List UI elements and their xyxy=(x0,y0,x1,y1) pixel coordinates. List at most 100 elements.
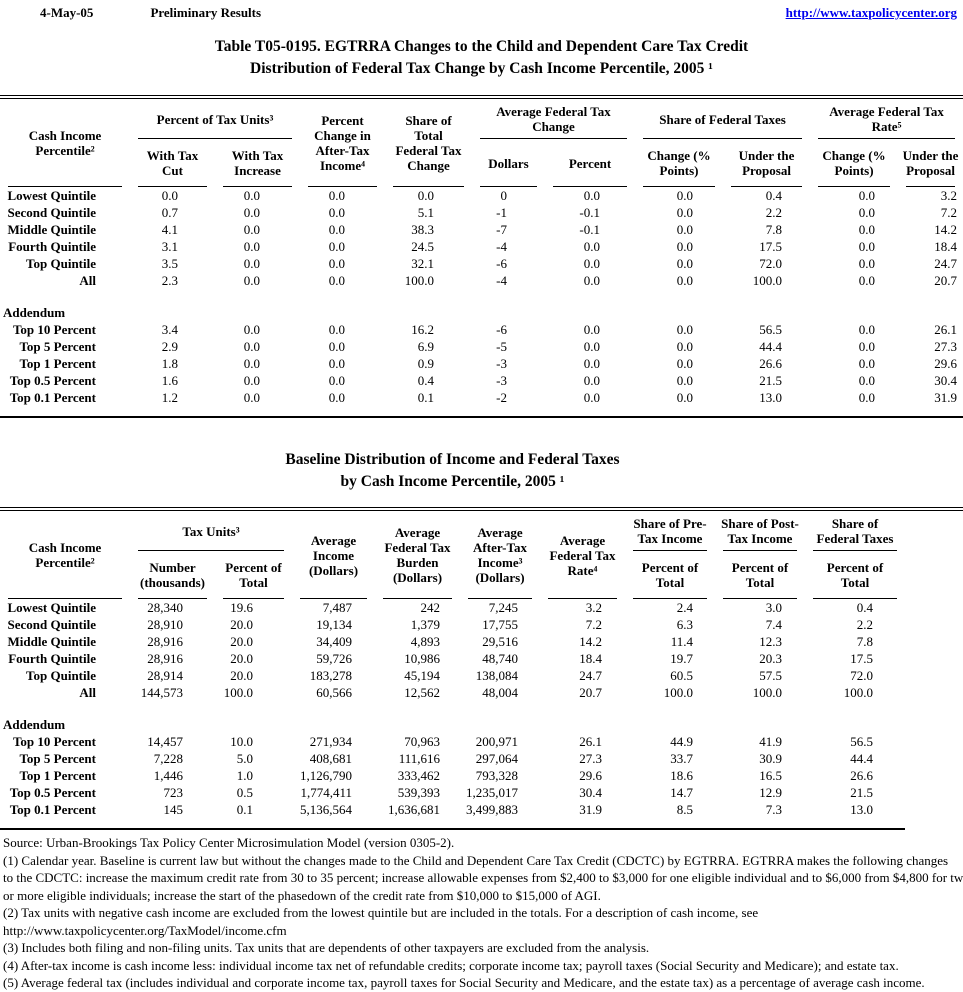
cell: 3.1 xyxy=(161,238,178,254)
cell: 242 xyxy=(420,599,441,615)
cell: 0.0 xyxy=(328,221,345,237)
baseline-table: Cash Income Percentile² Tax Units³ Avera… xyxy=(0,511,905,830)
header-group-tax-units: Tax Units³ xyxy=(130,511,292,551)
cell: 1,379 xyxy=(410,616,440,632)
header-group-share-post-tax-income: Share of Post- Tax Income xyxy=(715,511,805,551)
cell: 29.6 xyxy=(934,355,958,371)
addendum-label: Addendum xyxy=(3,716,66,732)
taxpolicycenter-link[interactable]: http://www.taxpolicycenter.org xyxy=(785,5,957,20)
cell: 24.7 xyxy=(579,667,602,683)
row-label: Top 1 Percent xyxy=(19,767,96,783)
footnotes: Source: Urban-Brookings Tax Policy Cente… xyxy=(0,834,963,992)
cell: 0.0 xyxy=(243,221,260,237)
cell: 0.0 xyxy=(583,372,601,388)
cell: 0.0 xyxy=(676,338,694,354)
header-rate-change-points: Change (% Points) xyxy=(810,139,898,187)
table-row: Top 1 Percent 1.8 0.0 0.0 0.9 -3 0.0 0.0… xyxy=(0,355,963,372)
cell: 17.5 xyxy=(850,650,873,666)
cell: 0.0 xyxy=(583,355,601,371)
cell: 3,499,883 xyxy=(466,801,518,817)
cell: 0.0 xyxy=(583,338,601,354)
cell: -2 xyxy=(496,389,507,405)
cell: 0.0 xyxy=(676,204,694,220)
cell: 48,004 xyxy=(482,684,518,700)
table-bottom-padding xyxy=(0,406,963,417)
cell: 145 xyxy=(163,801,184,817)
tax-change-table-addendum-header: Addendum xyxy=(0,289,963,321)
cell: 0.0 xyxy=(328,338,345,354)
page-header: 4-May-05 Preliminary Results http://www.… xyxy=(0,0,963,21)
table-row: Top 5 Percent 7,228 5.0 408,681 111,616 … xyxy=(0,750,905,767)
row-label: Middle Quintile xyxy=(7,221,96,237)
header-average-federal-tax-rate: Average Federal Tax Rate⁴ xyxy=(540,511,625,599)
row-label: Top 0.5 Percent xyxy=(9,372,96,388)
cell: 723 xyxy=(163,784,184,800)
table-row: Fourth Quintile 28,916 20.0 59,726 10,98… xyxy=(0,650,905,667)
cell: 0.0 xyxy=(328,187,345,203)
addendum-label: Addendum xyxy=(3,304,66,320)
cell: 13.0 xyxy=(759,389,783,405)
table-row: Top 0.1 Percent 145 0.1 5,136,564 1,636,… xyxy=(0,801,905,818)
table1-title-line1: Table T05-0195. EGTRRA Changes to the Ch… xyxy=(214,38,749,55)
footnote-2-url: http://www.taxpolicycenter.org/TaxModel/… xyxy=(3,922,287,938)
cell: 0.0 xyxy=(676,389,694,405)
cell: 26.6 xyxy=(759,355,783,371)
row-label: Top 1 Percent xyxy=(19,355,96,371)
tax-change-table-main-rows: Lowest Quintile 0.0 0.0 0.0 0.0 0 0.0 0.… xyxy=(0,187,963,289)
cell: 5,136,564 xyxy=(300,801,352,817)
cell: 17.5 xyxy=(759,238,783,254)
cell: 0.0 xyxy=(243,321,260,337)
cell: 0.0 xyxy=(243,238,260,254)
header-cash-income-percentile: Cash Income Percentile² xyxy=(0,97,130,187)
cell: 0.0 xyxy=(676,221,694,237)
table-row: Top 0.1 Percent 1.2 0.0 0.0 0.1 -2 0.0 0… xyxy=(0,389,963,406)
source-note: Source: Urban-Brookings Tax Policy Cente… xyxy=(3,835,455,850)
table-row: Second Quintile 0.7 0.0 0.0 5.1 -1 -0.1 … xyxy=(0,204,963,221)
cell: 0.0 xyxy=(243,372,260,388)
cell: 144,573 xyxy=(140,684,183,700)
cell: 1.6 xyxy=(161,372,178,388)
cell: 0.0 xyxy=(858,204,876,220)
cell: 0.0 xyxy=(676,355,694,371)
footnote-1-continued-2: or more eligible individuals; increase t… xyxy=(3,887,601,903)
table-row: Top 1 Percent 1,446 1.0 1,126,790 333,46… xyxy=(0,767,905,784)
cell: 0.0 xyxy=(243,338,260,354)
cell: 57.5 xyxy=(759,667,782,683)
table2-title: Baseline Distribution of Income and Fede… xyxy=(0,449,905,493)
cell: 0.7 xyxy=(161,204,178,220)
cell: 0.0 xyxy=(858,372,876,388)
cell: 0.0 xyxy=(243,272,260,288)
table2-title-line1: Baseline Distribution of Income and Fede… xyxy=(285,451,620,468)
cell: 7.8 xyxy=(765,221,783,237)
table-row: Top 0.5 Percent 723 0.5 1,774,411 539,39… xyxy=(0,784,905,801)
cell: 14.2 xyxy=(934,221,958,237)
cell: 11.4 xyxy=(670,633,693,649)
cell: 6.9 xyxy=(417,338,434,354)
cell: 0 xyxy=(500,187,508,203)
cell: 3.4 xyxy=(161,321,178,337)
footnote-4: (4) After-tax income is cash income less… xyxy=(3,957,899,973)
table-row: Lowest Quintile 0.0 0.0 0.0 0.0 0 0.0 0.… xyxy=(0,187,963,204)
cell: 2.2 xyxy=(765,204,783,220)
cell: 24.5 xyxy=(411,238,434,254)
cell: 2.3 xyxy=(161,272,178,288)
header-with-tax-cut: With Tax Cut xyxy=(130,139,215,187)
cell: 48,740 xyxy=(482,650,518,666)
cell: -4 xyxy=(496,238,507,254)
cell: 7.4 xyxy=(765,616,782,632)
cell: 138,084 xyxy=(475,667,518,683)
cell: -4 xyxy=(496,272,507,288)
header-group-percent-of-tax-units: Percent of Tax Units³ xyxy=(130,97,300,139)
cell: 16.5 xyxy=(759,767,782,783)
cell: 29.6 xyxy=(579,767,602,783)
baseline-table-addendum-header: Addendum xyxy=(0,701,905,733)
row-label: All xyxy=(79,684,96,700)
cell: 333,462 xyxy=(397,767,440,783)
cell: 14.2 xyxy=(579,633,602,649)
cell: 7.2 xyxy=(585,616,602,632)
row-label: Middle Quintile xyxy=(7,633,96,649)
header-group-share-of-federal-taxes: Share of Federal Taxes xyxy=(635,97,810,139)
baseline-table-top-rule xyxy=(0,507,963,511)
cell: 70,963 xyxy=(404,733,440,749)
cell: 28,910 xyxy=(147,616,183,632)
